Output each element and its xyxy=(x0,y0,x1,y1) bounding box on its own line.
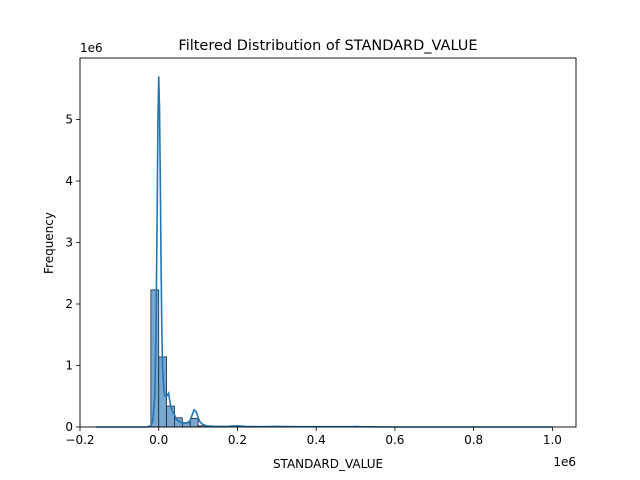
y-axis-ticks: 0 1 2 3 4 5 xyxy=(65,113,80,434)
plot-frame xyxy=(79,57,577,428)
histogram-bar xyxy=(166,405,175,428)
y-tick-label: 4 xyxy=(65,174,73,188)
x-axis-label: STANDARD_VALUE xyxy=(273,457,383,471)
x-axis-ticks: −0.2 0.0 0.2 0.4 0.6 0.8 1.0 xyxy=(65,427,562,447)
y-tick-label: 0 xyxy=(65,420,73,434)
x-tick-label: 1.0 xyxy=(543,433,562,447)
x-tick-label: −0.2 xyxy=(65,433,94,447)
histogram-bars xyxy=(150,289,553,428)
x-tick-label: 0.6 xyxy=(385,433,404,447)
x-tick-label: 0.8 xyxy=(464,433,483,447)
x-tick-label: 0.0 xyxy=(149,433,168,447)
y-offset-label: 1e6 xyxy=(80,41,103,55)
chart-title: Filtered Distribution of STANDARD_VALUE xyxy=(178,38,477,54)
y-tick-label: 5 xyxy=(65,113,73,127)
y-tick-label: 2 xyxy=(65,297,73,311)
y-axis-label: Frequency xyxy=(42,212,56,274)
y-tick-label: 1 xyxy=(65,359,73,373)
y-tick-label: 3 xyxy=(65,236,73,250)
x-offset-label: 1e6 xyxy=(553,455,576,469)
x-tick-label: 0.2 xyxy=(228,433,247,447)
x-tick-label: 0.4 xyxy=(307,433,326,447)
